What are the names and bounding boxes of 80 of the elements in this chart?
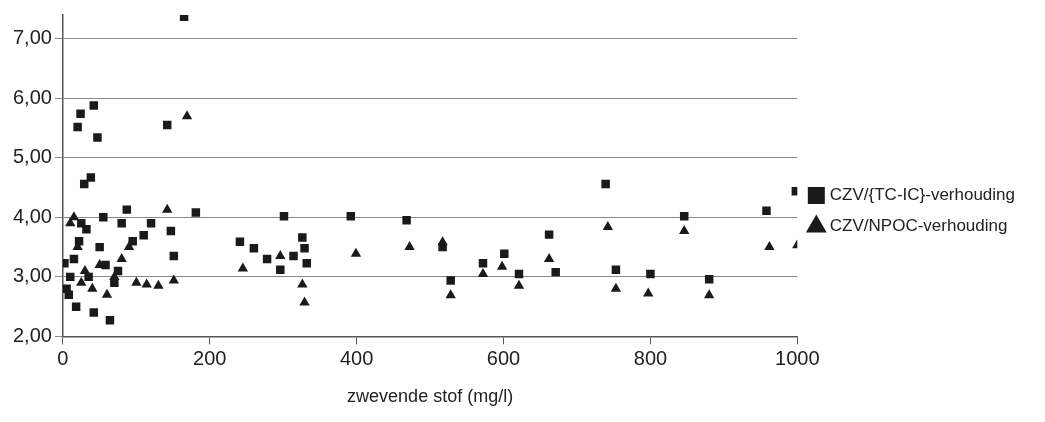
point: [679, 225, 690, 235]
point: [73, 122, 82, 132]
point: [93, 133, 102, 142]
y-tick-label: 2,00: [12, 323, 52, 346]
point: [64, 290, 74, 299]
point: [181, 110, 193, 120]
point: [704, 289, 715, 299]
point: [551, 267, 560, 277]
legend-label: CZV/NPOC-verhouding: [829, 216, 1008, 236]
y-tick-label: 6,00: [12, 85, 52, 108]
point: [249, 244, 259, 253]
point: [139, 230, 148, 240]
point: [764, 241, 775, 251]
point: [297, 278, 308, 288]
y-tick-label: 4,00: [12, 204, 52, 227]
point: [438, 242, 447, 252]
point: [84, 272, 93, 282]
point: [500, 249, 509, 258]
point: [446, 276, 455, 285]
point: [602, 220, 614, 230]
x-tick-label: 0: [57, 346, 69, 369]
y-tick-label: 7,00: [12, 26, 52, 49]
point: [275, 250, 286, 260]
x-tick-label: 600: [486, 346, 521, 369]
point: [71, 302, 81, 311]
point: [643, 287, 654, 297]
point: [496, 260, 508, 270]
point: [105, 316, 115, 325]
legend-label: CZV/{TC-IC}-verhouding: [829, 185, 1016, 205]
point: [298, 233, 307, 242]
point: [62, 258, 69, 268]
point: [122, 205, 132, 214]
point: [95, 242, 104, 252]
point: [66, 272, 75, 282]
point: [610, 282, 622, 292]
point: [300, 244, 309, 253]
y-tick-label: 3,00: [12, 264, 52, 287]
point: [76, 109, 85, 119]
point: [101, 260, 110, 270]
point: [402, 216, 411, 225]
point: [82, 225, 91, 234]
point: [87, 282, 98, 292]
point: [162, 203, 173, 213]
x-tick-label: 1000: [775, 346, 820, 369]
point: [704, 275, 714, 284]
point: [276, 265, 285, 274]
point: [128, 236, 137, 246]
point: [131, 276, 142, 286]
point: [445, 289, 456, 299]
x-tick-label: 800: [633, 346, 668, 369]
point: [89, 101, 99, 110]
point: [513, 279, 525, 289]
point: [543, 253, 555, 263]
point: [101, 288, 113, 298]
x-tick-label: 400: [340, 346, 374, 369]
point: [544, 230, 554, 239]
point: [116, 253, 127, 263]
point: [646, 269, 655, 279]
point: [110, 278, 119, 288]
point: [611, 265, 621, 274]
point: [237, 262, 249, 272]
point: [350, 247, 362, 257]
point: [146, 219, 156, 228]
point: [762, 206, 771, 216]
point: [601, 179, 610, 189]
point: [99, 213, 108, 222]
point: [404, 241, 415, 251]
x-axis-title: zwevende stof (mg/l): [347, 386, 514, 407]
point: [141, 278, 152, 288]
point: [179, 15, 189, 22]
point: [289, 251, 298, 261]
point: [89, 308, 99, 317]
x-tick-label: 200: [193, 346, 227, 369]
point: [153, 279, 164, 289]
y-tick-label: 5,00: [12, 145, 52, 168]
point: [191, 208, 201, 217]
point: [117, 219, 126, 228]
point: [76, 276, 87, 286]
point: [86, 173, 96, 182]
point: [477, 267, 489, 277]
